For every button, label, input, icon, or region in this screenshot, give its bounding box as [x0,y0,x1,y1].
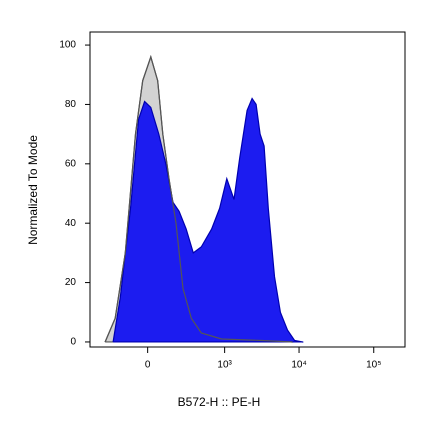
y-tick-label: 0 [70,337,76,348]
x-tick-label: 0 [145,360,151,371]
y-tick-label: 20 [65,277,77,288]
y-tick-label: 80 [65,99,77,110]
y-tick-label: 40 [65,218,77,229]
plot-frame [89,31,406,348]
y-tick-label: 60 [65,158,77,169]
histogram-area [112,97,304,343]
x-tick-label: 10³ [217,360,232,371]
x-axis-label: B572-H :: PE-H [178,395,261,409]
y-tick-label: 100 [59,40,76,51]
x-tick-label: 10⁴ [291,360,306,371]
x-tick-label: 10⁵ [366,360,381,371]
y-axis-label: Normalized To Mode [26,135,40,245]
histogram-outline [104,54,293,343]
